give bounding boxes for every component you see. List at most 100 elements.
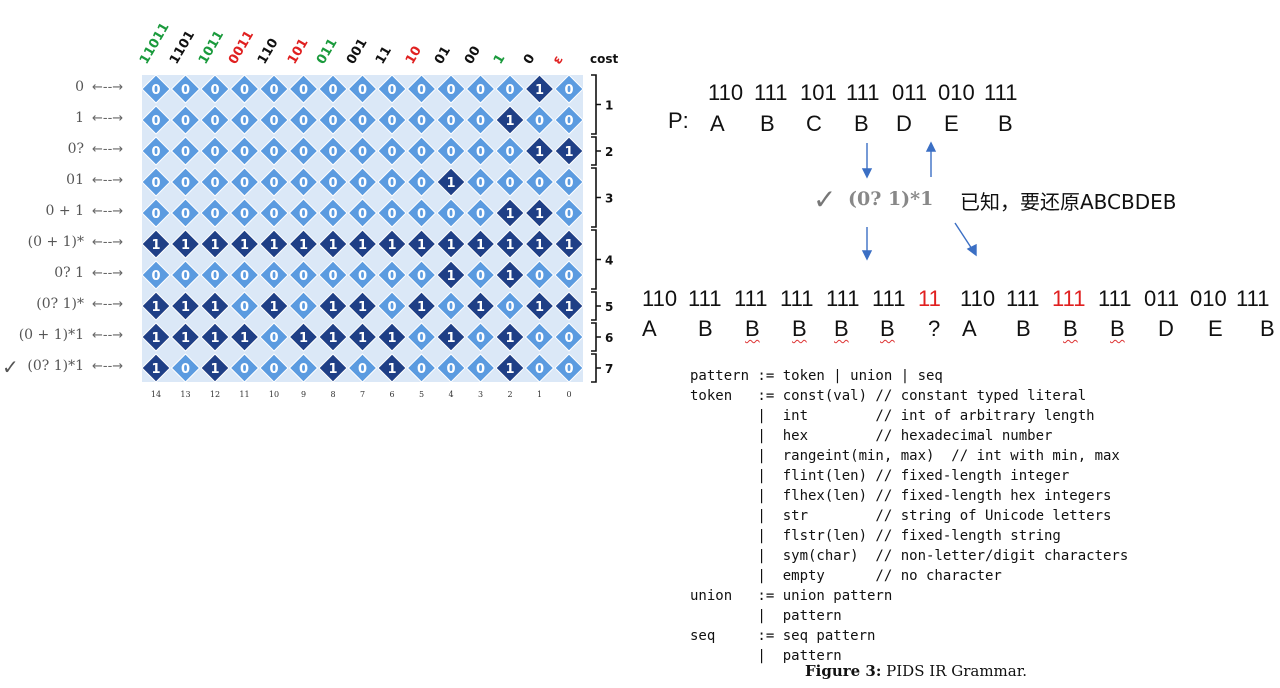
grid-cell (170, 198, 201, 228)
p-code: 110 (708, 80, 744, 105)
grid-cell (259, 291, 289, 321)
seq-letter: ? (928, 316, 940, 342)
grid-cell (377, 353, 407, 383)
cost-value: 3 (605, 192, 613, 206)
seq-letter: B (792, 316, 807, 342)
cost-bracket (591, 136, 601, 166)
grid-cell (288, 353, 319, 383)
grid-cell (406, 353, 437, 383)
grid-cell (554, 322, 584, 352)
grid-cell-value: 0 (328, 176, 337, 191)
grid-cell (495, 198, 525, 228)
grid-cell-value: 0 (476, 145, 485, 160)
grid-cell-value: 0 (299, 269, 308, 284)
column-index: 5 (418, 390, 425, 399)
grid-cell (377, 136, 407, 166)
grid-cell (406, 229, 437, 259)
grid-cell (377, 74, 407, 104)
p-letter: E (944, 111, 959, 136)
grid-cell (347, 322, 378, 352)
grid-cell-value: 0 (269, 331, 278, 346)
grid-cell (377, 260, 407, 290)
grid-cell (524, 291, 555, 321)
grid-cell (377, 198, 407, 228)
grid-cell-value: 0 (269, 145, 278, 160)
grid-cell (347, 353, 378, 383)
grid-cell (200, 322, 230, 352)
grid-cell-value: 1 (476, 300, 485, 315)
seq-letter: A (642, 316, 657, 342)
column-index: 11 (239, 390, 250, 399)
grid-cell (141, 167, 171, 197)
grid-cell-value: 0 (387, 207, 396, 222)
grid-cell (406, 105, 437, 135)
grid-cell-value: 0 (151, 145, 160, 160)
grid-cell (170, 167, 201, 197)
seq-letter-text: B (792, 316, 807, 341)
grid-cell (347, 229, 378, 259)
column-index: 8 (330, 390, 336, 399)
grid-cell-value: 1 (151, 238, 160, 253)
grid-cell (200, 291, 230, 321)
cost-bracket (591, 322, 601, 352)
column-index: 4 (448, 390, 454, 399)
grid-cell (200, 260, 230, 290)
grid-cell (495, 167, 525, 197)
grid-cell (554, 74, 584, 104)
row-label: (0 + 1)* (27, 234, 84, 250)
seq-code: 111 (780, 286, 814, 311)
grid-cell (436, 105, 466, 135)
grammar-line: union := union pattern (690, 588, 893, 604)
grid-cell-value: 0 (358, 207, 367, 222)
grid-cell (347, 136, 378, 166)
p-label: P: (668, 108, 689, 133)
grid-cell (141, 198, 171, 228)
seq-code: 110 (960, 286, 996, 311)
grid-cell-value: 1 (505, 331, 514, 346)
grid-cell (406, 260, 437, 290)
grid-cell-value: 0 (446, 300, 455, 315)
grid-cell (141, 105, 171, 135)
grid-cell-value: 1 (328, 331, 337, 346)
grid-cell-value: 0 (240, 83, 249, 98)
caption-bold: Figure 3: (805, 662, 882, 680)
grid-cell-value: 1 (387, 362, 396, 377)
row-label: (0? 1)*1 (27, 358, 84, 374)
cost-value: 2 (605, 145, 613, 159)
grid-cell-value: 0 (181, 83, 190, 98)
column-index: 3 (477, 390, 484, 399)
grid-cell (554, 260, 584, 290)
grid-cell-value: 0 (446, 83, 455, 98)
grid-cell (200, 136, 230, 166)
grid-cell (229, 291, 260, 321)
cost-bracket (591, 74, 601, 135)
grid-cell (436, 291, 466, 321)
grid-cell (465, 322, 496, 352)
grid-cell (288, 74, 319, 104)
grid-cell-value: 0 (240, 145, 249, 160)
grid-cell (524, 260, 555, 290)
grid-cell-value: 0 (299, 114, 308, 129)
seq-code: 111 (1006, 286, 1040, 311)
grid-cell-value: 1 (476, 238, 485, 253)
grid-cell (465, 198, 496, 228)
row-label: (0 + 1)*1 (18, 327, 84, 343)
grammar-line: | hex // hexadecimal number (690, 428, 1053, 444)
grammar-line: | int // int of arbitrary length (690, 408, 1095, 424)
grid-cell-value: 1 (564, 145, 573, 160)
grid-cell-value: 0 (417, 269, 426, 284)
grid-cell (465, 105, 496, 135)
grid-cell-value: 0 (535, 269, 544, 284)
grid-cell (141, 260, 171, 290)
grid-cell-value: 0 (181, 362, 190, 377)
p-code: 101 (800, 80, 837, 105)
grid-cell (436, 167, 466, 197)
grid-cell (465, 353, 496, 383)
grid-cell-value: 1 (240, 238, 249, 253)
grid-cell-value: 0 (387, 83, 396, 98)
seq-letter: B (834, 316, 849, 342)
grid-cell (229, 322, 260, 352)
grid-cell (200, 198, 230, 228)
grid-cell-value: 0 (476, 207, 485, 222)
grid-cell-value: 0 (328, 145, 337, 160)
